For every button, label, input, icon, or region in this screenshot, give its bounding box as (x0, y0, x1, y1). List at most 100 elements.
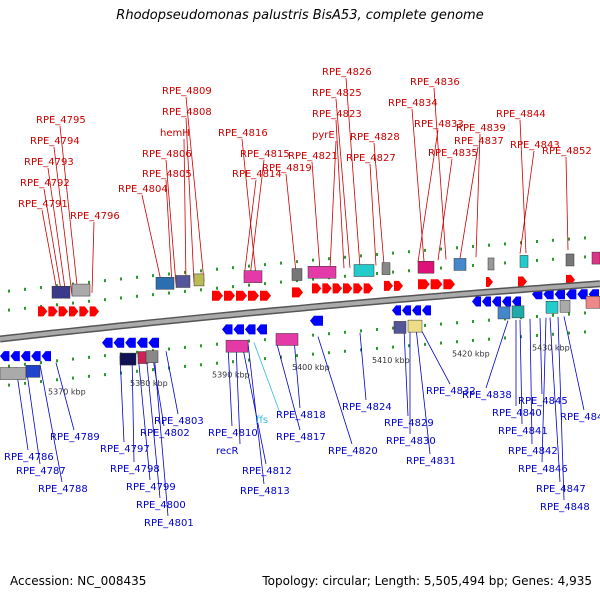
reverse-gene-arrow (10, 351, 20, 362)
guide-dot (536, 333, 538, 337)
forward-gene-label: RPE_4819 (262, 163, 312, 174)
forward-gene-label: RPE_4794 (30, 136, 80, 147)
forward-gene-label: RPE_4825 (312, 88, 362, 99)
reverse-gene-label: RPE_4831 (406, 456, 456, 467)
guide-dot (344, 349, 346, 353)
guide-dot (584, 330, 586, 334)
forward-gene-label: RPE_4821 (288, 151, 338, 162)
guide-dot (136, 294, 138, 298)
reverse-gene-arrow (222, 324, 233, 335)
guide-dot (568, 237, 570, 241)
forward-gene-arrow (224, 290, 235, 301)
guide-dot (488, 337, 490, 341)
forward-leader-line (459, 146, 479, 259)
reverse-leader-line (549, 317, 561, 483)
gene-box (519, 255, 529, 268)
guide-dot (248, 283, 250, 287)
reverse-gene-label: RPE_4818 (276, 410, 326, 421)
forward-gene-arrow (430, 279, 443, 290)
forward-leader-line (43, 188, 63, 297)
gene-labels: RPE_4791 RPE_4792 RPE_4793 RPE_4794 RPE_4795… (4, 67, 600, 529)
forward-gene-label: RPE_4833 (414, 119, 464, 130)
reverse-gene-label: RPE_4789 (50, 432, 100, 443)
reverse-gene-label: RPE_4820 (328, 446, 378, 457)
gene-box (453, 258, 467, 271)
reverse-leader-line (563, 316, 585, 411)
reverse-gene-label: RPE_4810 (208, 428, 258, 439)
guide-dot (392, 251, 394, 255)
guide-dot (88, 374, 90, 378)
forward-leader-line (329, 140, 337, 270)
gene-box (291, 268, 303, 281)
guide-dot (152, 274, 154, 278)
reverse-leader-line (485, 320, 509, 389)
gene-box (591, 251, 600, 265)
gene-box (487, 257, 495, 271)
guide-dot (376, 271, 378, 275)
scale-tick-label: 5390 kbp (212, 371, 250, 380)
forward-gene-arrow (418, 279, 430, 290)
guide-dot (344, 255, 346, 259)
forward-gene-arrow (332, 283, 342, 294)
reverse-gene-arrow (310, 315, 323, 326)
forward-gene-label: RPE_4808 (162, 107, 212, 118)
guide-dot (136, 369, 138, 373)
forward-leader-line (475, 133, 481, 258)
forward-gene-arrow (260, 290, 271, 301)
guide-dot (536, 239, 538, 243)
forward-gene-arrow (89, 306, 99, 317)
reverse-leader-line (227, 345, 233, 427)
reverse-leader-line (25, 366, 41, 465)
guide-dot (584, 255, 586, 259)
guide-dot (120, 296, 122, 300)
guide-dot (264, 338, 266, 342)
reverse-gene-arrow (256, 324, 267, 335)
guide-dot (408, 269, 410, 273)
gene-box (407, 319, 423, 333)
forward-gene-label: RPE_4805 (142, 169, 192, 180)
guide-dot (104, 279, 106, 283)
guide-dot (104, 354, 106, 358)
reverse-gene-label: RPE_4845 (518, 396, 568, 407)
forward-gene-arrow (322, 283, 332, 294)
reverse-gene-label: RPE_4847 (536, 484, 586, 495)
guide-dot (456, 340, 458, 344)
guide-dot (296, 354, 298, 358)
guide-dot (216, 286, 218, 290)
gene-box (25, 365, 41, 378)
reverse-gene-label: RPE_4798 (110, 464, 160, 475)
reverse-gene-label: RPE_4829 (384, 418, 434, 429)
guide-dot (424, 323, 426, 327)
guide-dot (440, 322, 442, 326)
forward-leader-line (185, 117, 195, 283)
reverse-gene-label: RPE_4838 (462, 390, 512, 401)
forward-gene-arrow (343, 283, 353, 294)
reverse-gene-label: RPE_4813 (240, 486, 290, 497)
gene-box (193, 273, 205, 287)
guide-dot (472, 263, 474, 267)
gene-box (145, 350, 159, 363)
reverse-gene-label: RPE_4817 (276, 432, 326, 443)
forward-gene-label: RPE_4852 (542, 146, 592, 157)
forward-gene-arrow (69, 306, 79, 317)
forward-gene-label: RPE_4826 (322, 67, 372, 78)
guide-dot (8, 383, 10, 387)
forward-gene-label: RPE_4816 (218, 128, 268, 139)
gene-box (0, 367, 27, 380)
reverse-leader-line (419, 327, 451, 385)
forward-gene-label: RPE_4843 (510, 140, 560, 151)
reverse-gene-arrow (0, 351, 10, 362)
guide-dot (72, 301, 74, 305)
reverse-leader-line (557, 316, 565, 501)
guide-dot (584, 311, 586, 315)
reverse-gene-arrow (577, 289, 588, 300)
reverse-leader-line (165, 351, 179, 415)
gene-box (243, 270, 263, 283)
guide-dot (280, 355, 282, 359)
forward-gene-arrow (236, 290, 247, 301)
guide-dot (104, 373, 106, 377)
reverse-gene-arrow (20, 351, 31, 362)
forward-leader-line (369, 163, 377, 266)
gene-box (307, 265, 337, 279)
reverse-leader-line (241, 343, 267, 465)
